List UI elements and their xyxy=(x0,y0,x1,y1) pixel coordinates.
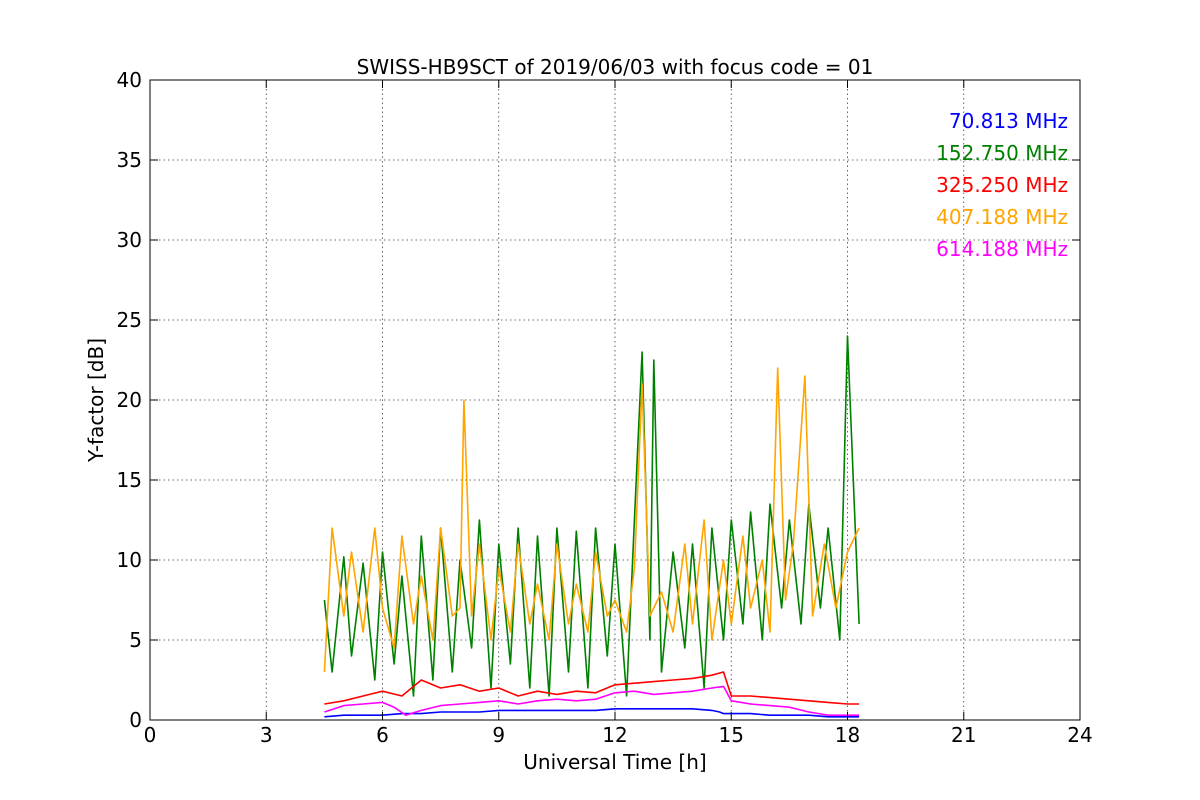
y-tick-label: 10 xyxy=(117,548,142,572)
y-tick-label: 35 xyxy=(117,148,142,172)
y-tick-label: 5 xyxy=(129,628,142,652)
x-tick-label: 9 xyxy=(492,723,505,747)
series-line-407-188-mhz xyxy=(323,367,860,673)
x-tick-label: 24 xyxy=(1067,723,1092,747)
x-axis: 0 3 6 9 12 15 18 21 24 xyxy=(144,80,1093,747)
grid xyxy=(150,80,1080,720)
y-tick-label: 15 xyxy=(117,468,142,492)
legend-entry: 70.813 MHz xyxy=(949,109,1068,133)
legend-entry: 407.188 MHz xyxy=(936,205,1068,229)
y-tick-label: 20 xyxy=(117,388,142,412)
x-axis-title: Universal Time [h] xyxy=(523,750,706,774)
chart-title: SWISS-HB9SCT of 2019/06/03 with focus co… xyxy=(357,55,874,79)
y-axis: 0 5 10 15 20 25 30 35 40 xyxy=(117,68,1080,732)
x-tick-label: 12 xyxy=(602,723,627,747)
y-tick-label: 0 xyxy=(129,708,142,732)
series-line-152-750-mhz xyxy=(323,335,860,697)
series-line-614-188-mhz xyxy=(324,685,860,717)
x-tick-label: 3 xyxy=(260,723,273,747)
legend: 70.813 MHz 152.750 MHz 325.250 MHz 407.188 … xyxy=(936,109,1068,261)
series-line-325-250-mhz xyxy=(324,671,860,705)
x-tick-label: 6 xyxy=(376,723,389,747)
series-line-70-813-mhz xyxy=(324,707,860,718)
legend-entry: 152.750 MHz xyxy=(936,141,1068,165)
x-tick-label: 0 xyxy=(144,723,157,747)
x-tick-label: 15 xyxy=(719,723,744,747)
y-tick-label: 25 xyxy=(117,308,142,332)
y-tick-label: 30 xyxy=(117,228,142,252)
y-axis-title: Y-factor [dB] xyxy=(84,338,108,463)
y-tick-label: 40 xyxy=(117,68,142,92)
series-layer xyxy=(323,335,860,718)
legend-entry: 325.250 MHz xyxy=(936,173,1068,197)
x-tick-label: 21 xyxy=(951,723,976,747)
legend-entry: 614.188 MHz xyxy=(936,237,1068,261)
x-tick-label: 18 xyxy=(835,723,860,747)
